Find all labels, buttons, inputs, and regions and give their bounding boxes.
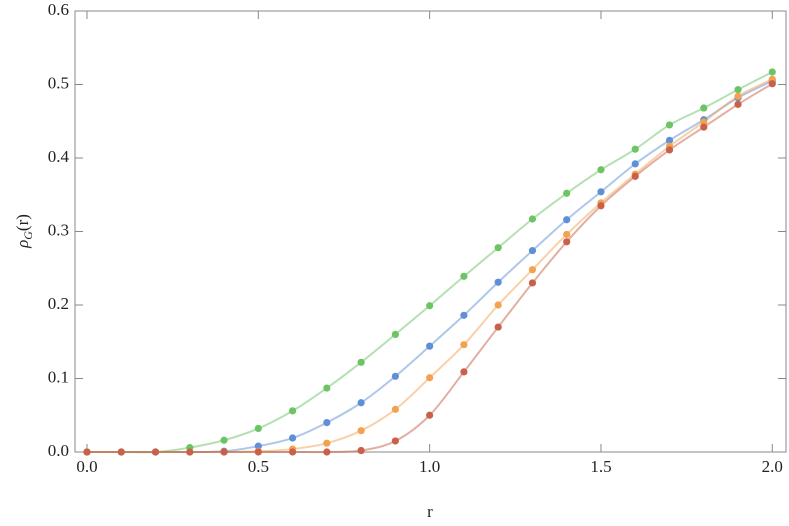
plot-frame [74, 10, 787, 453]
data-point [494, 278, 502, 286]
data-point [528, 247, 537, 255]
y-label-argument: (r) [13, 214, 32, 231]
data-point [357, 358, 365, 366]
series-line [86, 79, 773, 454]
data-point [528, 215, 537, 223]
data-point [357, 399, 365, 407]
data-point [460, 311, 468, 319]
data-point [323, 419, 331, 427]
x-tick-label: 1.0 [419, 457, 440, 476]
data-point [631, 160, 639, 168]
data-point [700, 123, 708, 131]
data-point [151, 448, 160, 456]
y-label-subscript: G [21, 231, 35, 240]
data-point [460, 368, 468, 376]
data-point [597, 188, 605, 196]
data-point [563, 189, 571, 197]
y-tick-label: 0.5 [48, 73, 69, 92]
data-point [734, 86, 742, 94]
data-point [563, 238, 571, 246]
data-point [528, 266, 537, 274]
data-point [288, 448, 297, 456]
series-line [86, 78, 773, 454]
data-point [528, 279, 537, 287]
data-point [288, 434, 297, 442]
data-point [220, 448, 228, 456]
series-line [86, 71, 773, 454]
data-point [391, 405, 399, 413]
data-point [460, 341, 468, 349]
y-tick-label: 0.6 [48, 0, 69, 19]
data-point [323, 439, 331, 447]
data-point [665, 121, 674, 129]
x-axis-label: r [427, 502, 433, 521]
y-tick-label: 0.3 [48, 220, 69, 239]
data-point [426, 411, 434, 419]
x-tick-label: 2.0 [762, 457, 783, 476]
data-point [220, 436, 228, 444]
data-point [288, 407, 297, 415]
data-point [391, 330, 399, 338]
y-tick-label: 0.1 [48, 367, 69, 386]
y-label-symbol: ρ [13, 240, 32, 249]
data-point [665, 146, 674, 154]
y-axis-label: ρG(r) [13, 214, 35, 249]
data-point [768, 68, 776, 76]
data-point [254, 424, 262, 433]
y-tick-label: 0.2 [48, 294, 69, 313]
data-point [391, 437, 399, 445]
data-point [494, 301, 502, 309]
data-point [768, 80, 776, 88]
data-point [357, 446, 365, 455]
data-point [597, 166, 605, 174]
data-point [254, 448, 262, 456]
data-point [700, 104, 708, 112]
data-point [494, 323, 502, 331]
data-point [254, 442, 262, 450]
data-point [426, 374, 434, 382]
data-point [391, 372, 399, 380]
data-point [665, 136, 674, 144]
data-point [700, 118, 708, 126]
data-point [83, 448, 91, 456]
data-point [186, 448, 194, 456]
data-point [323, 448, 331, 456]
data-point [426, 342, 434, 350]
data-point [494, 244, 502, 252]
y-tick-label: 0.4 [48, 147, 70, 166]
data-point [563, 230, 571, 239]
x-tick-label: 0.0 [76, 457, 97, 476]
data-point [357, 427, 365, 435]
data-point [597, 202, 605, 210]
data-point [734, 92, 742, 100]
y-tick-label: 0.0 [48, 441, 69, 460]
data-point [631, 145, 639, 153]
data-point [631, 172, 639, 180]
data-point [426, 302, 434, 310]
data-point [460, 272, 468, 280]
x-tick-label: 0.5 [248, 457, 269, 476]
data-point [323, 384, 331, 392]
data-point [117, 448, 125, 456]
data-point [734, 100, 742, 108]
x-tick-label: 1.5 [590, 457, 611, 476]
data-point [563, 216, 571, 224]
